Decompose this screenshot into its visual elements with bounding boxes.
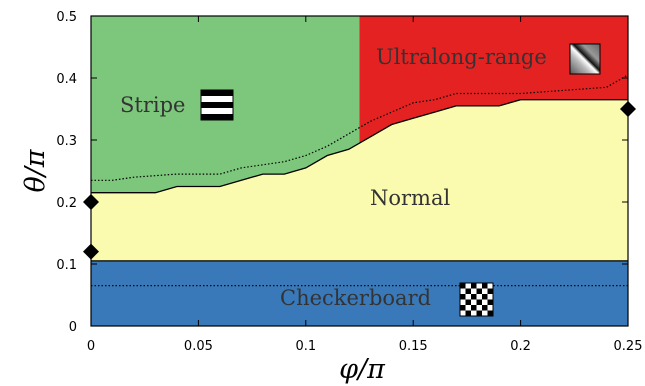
checkerboard-icon-cell: [460, 294, 466, 300]
icons-layer: [200, 43, 601, 317]
checkerboard-icon: [459, 282, 494, 317]
checkerboard-icon-cell: [476, 310, 482, 316]
x-tick-label: 0.25: [614, 339, 643, 354]
y-tick-label: 0.1: [56, 258, 77, 273]
y-axis-title: θ/π: [20, 148, 51, 192]
checkerboard-icon-cell: [460, 283, 466, 289]
region-label-stripe: Stripe: [120, 93, 185, 117]
dotted-upper-line: [91, 74, 629, 181]
labels-layer: Stripe Ultralong-range Normal Checkerboa…: [20, 45, 547, 385]
checkerboard-icon-cell: [471, 283, 477, 289]
region-label-normal: Normal: [370, 186, 450, 210]
checkerboard-icon-cell: [487, 288, 493, 294]
y-tick-label: 0.2: [56, 196, 77, 211]
region-label-checkerboard: Checkerboard: [280, 286, 431, 310]
checkerboard-icon-cell: [465, 310, 471, 316]
checkerboard-icon-cell: [487, 299, 493, 305]
x-tick-label: 0.2: [510, 339, 531, 354]
checkerboard-icon-cell: [471, 305, 477, 311]
region-normal: [91, 99, 628, 261]
checkerboard-icon-cell: [487, 310, 493, 316]
y-tick-label: 0.3: [56, 134, 77, 149]
region-label-ultralong-range: Ultralong-range: [376, 45, 547, 69]
checkerboard-icon-cell: [482, 294, 488, 300]
frame-layer: [90, 15, 629, 327]
regions-layer: [91, 16, 628, 326]
x-tick-label: 0: [87, 339, 95, 354]
normal-upper-boundary-line: [91, 99, 628, 194]
checkerboard-icon-cell: [465, 288, 471, 294]
x-tick-label: 0.1: [295, 339, 316, 354]
ticks-layer: 0 0.05 0.1 0.15 0.2 0.25 0 0.1 0.2 0.3 0.4 0.5: [56, 10, 642, 354]
stripe-pattern-icon: [200, 89, 234, 121]
y-tick-label: 0.5: [56, 10, 77, 25]
plot-frame: [90, 15, 629, 327]
checkerboard-icon-cell: [465, 299, 471, 305]
checkerboard-icon-cell: [460, 305, 466, 311]
checkerboard-icon-cell: [476, 299, 482, 305]
y-tick-label: 0.4: [56, 72, 77, 87]
checkerboard-icon-cell: [482, 305, 488, 311]
diagonal-gradient-icon: [569, 43, 601, 75]
x-axis-title: φ/π: [339, 354, 386, 385]
checkerboard-icon-cell: [482, 283, 488, 289]
region-checkerboard: [91, 260, 628, 326]
y-tick-label: 0: [69, 320, 77, 335]
x-tick-label: 0.05: [184, 339, 213, 354]
x-tick-label: 0.15: [399, 339, 428, 354]
checkerboard-icon-cell: [476, 288, 482, 294]
checkerboard-icon-cell: [471, 294, 477, 300]
